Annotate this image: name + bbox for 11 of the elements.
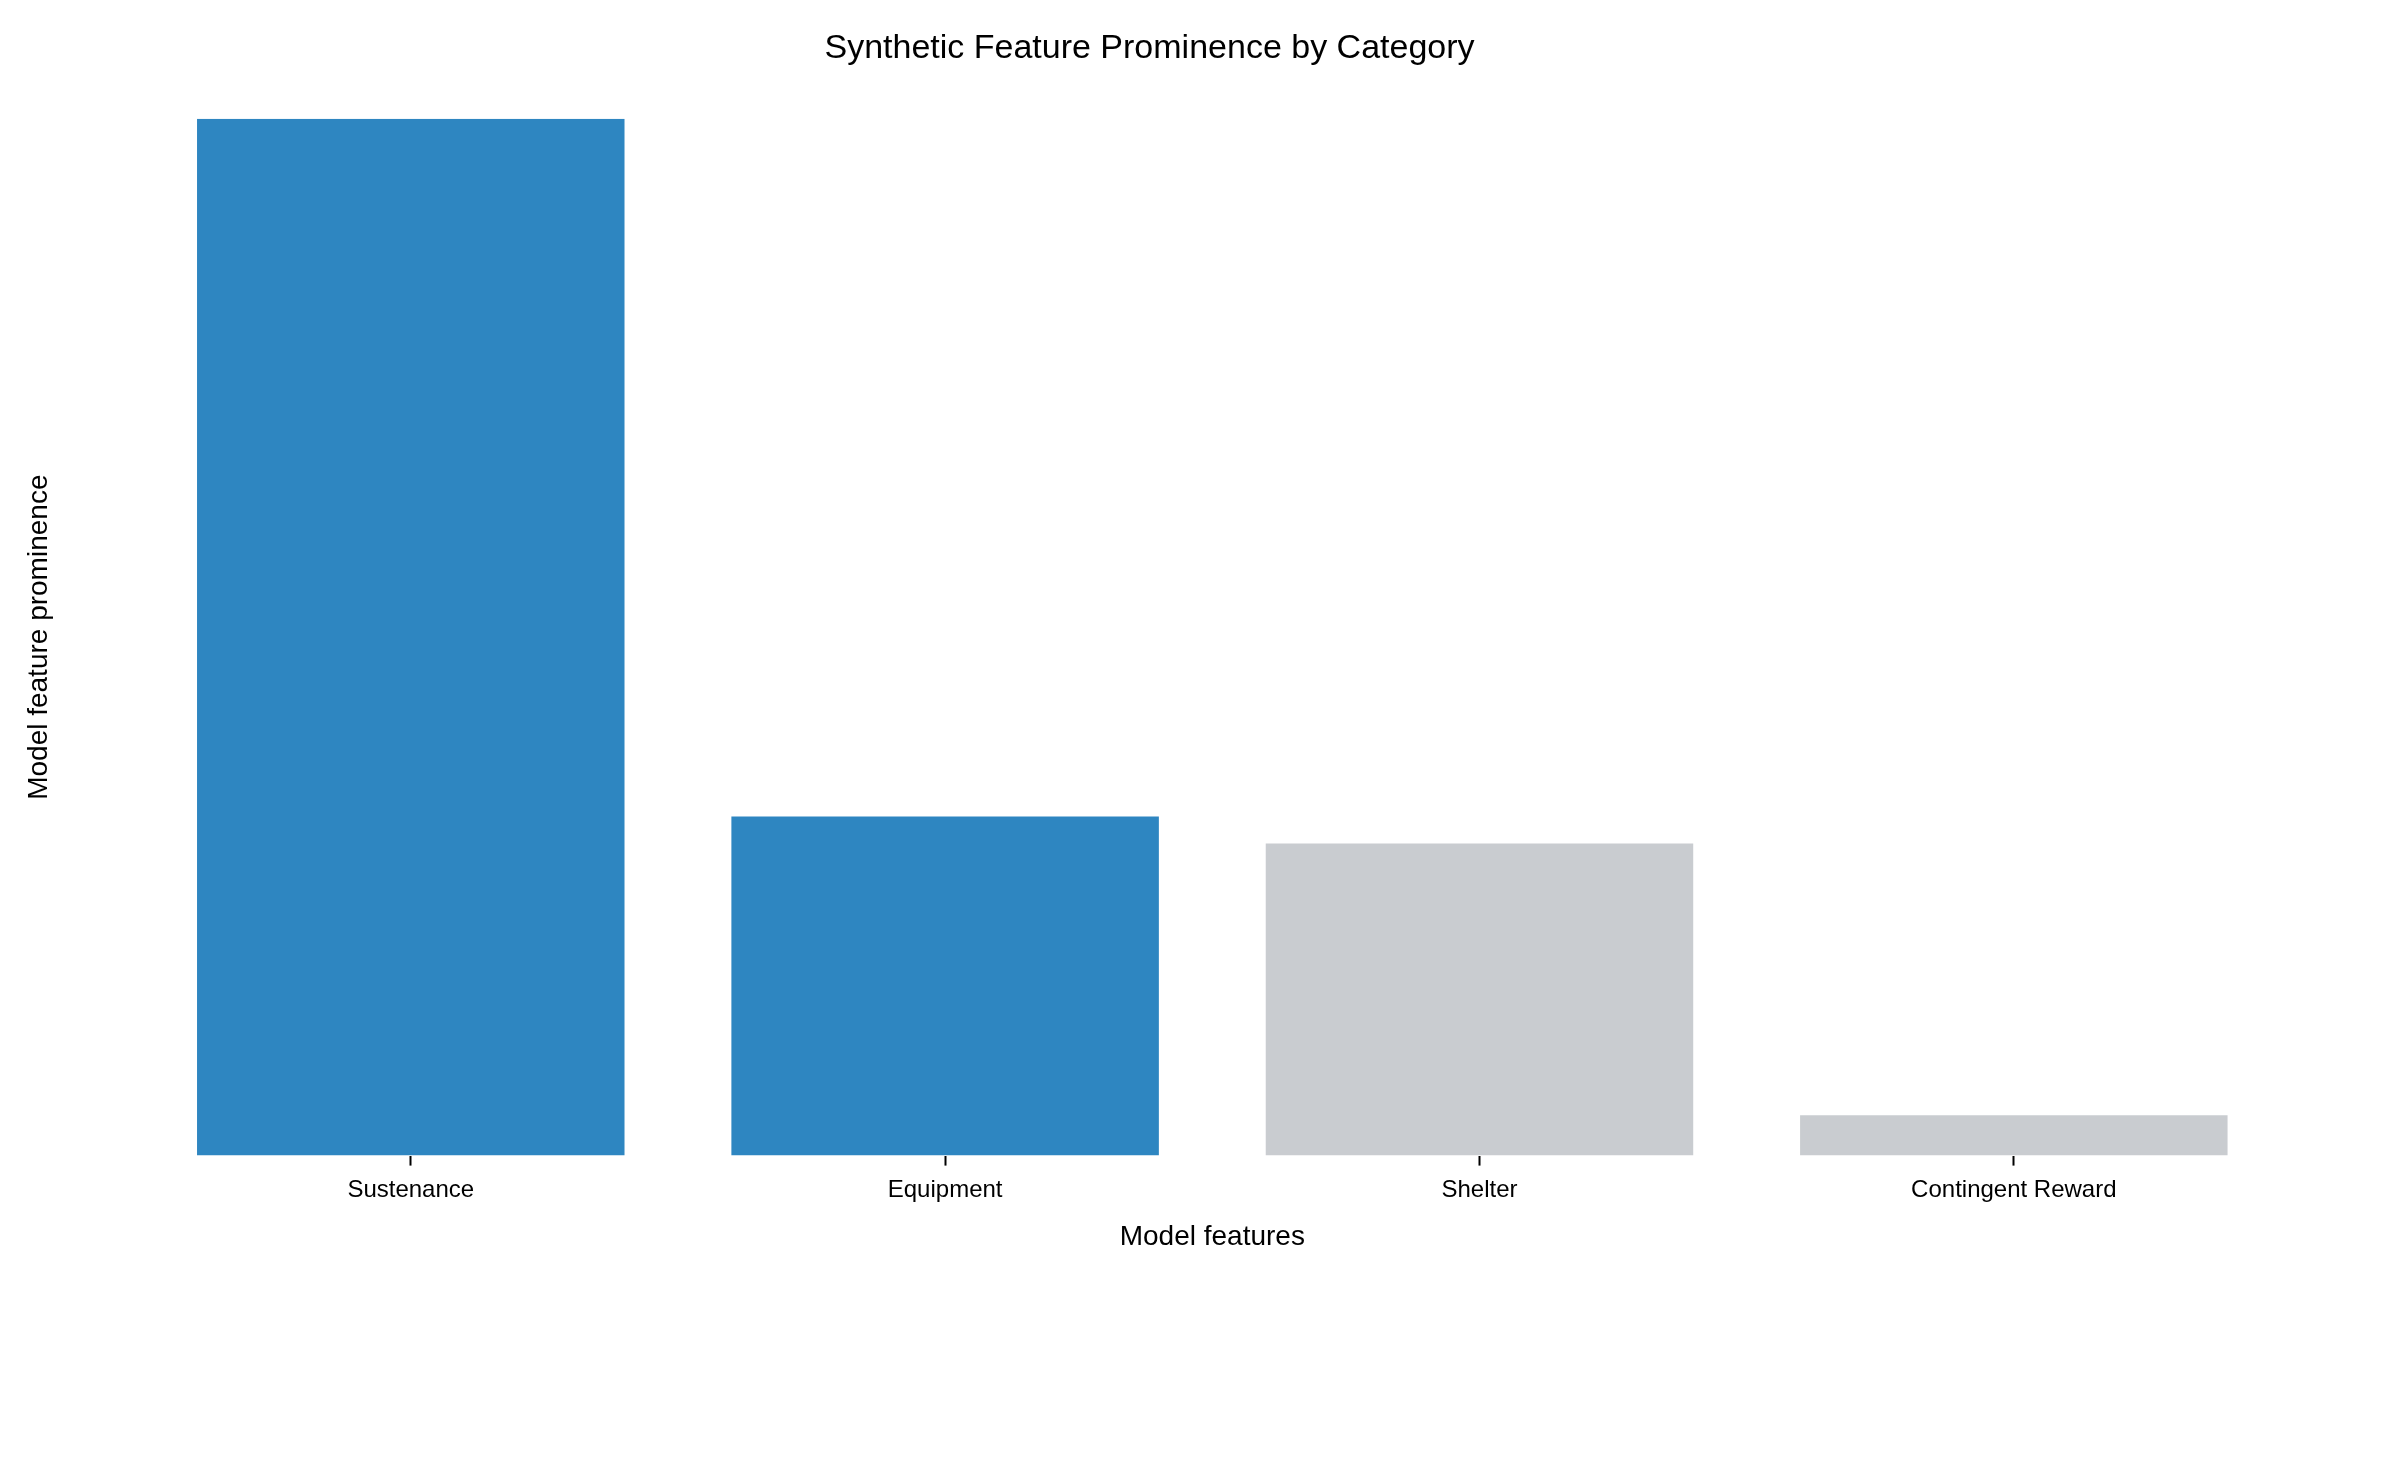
y-axis-title: Model feature prominence xyxy=(21,474,53,800)
bar xyxy=(1265,843,1694,1156)
bar xyxy=(731,816,1159,1156)
chart-title: Synthetic Feature Prominence by Category xyxy=(824,26,1475,65)
x-tick-label: Contingent Reward xyxy=(1911,1174,2117,1202)
x-tick-label: Sustenance xyxy=(347,1174,475,1202)
x-tick-label: Equipment xyxy=(887,1174,1003,1202)
bar xyxy=(1800,1115,2228,1156)
x-tick-label: Shelter xyxy=(1441,1174,1518,1202)
x-axis-title: Model features xyxy=(1119,1219,1305,1251)
bar xyxy=(197,118,625,1156)
